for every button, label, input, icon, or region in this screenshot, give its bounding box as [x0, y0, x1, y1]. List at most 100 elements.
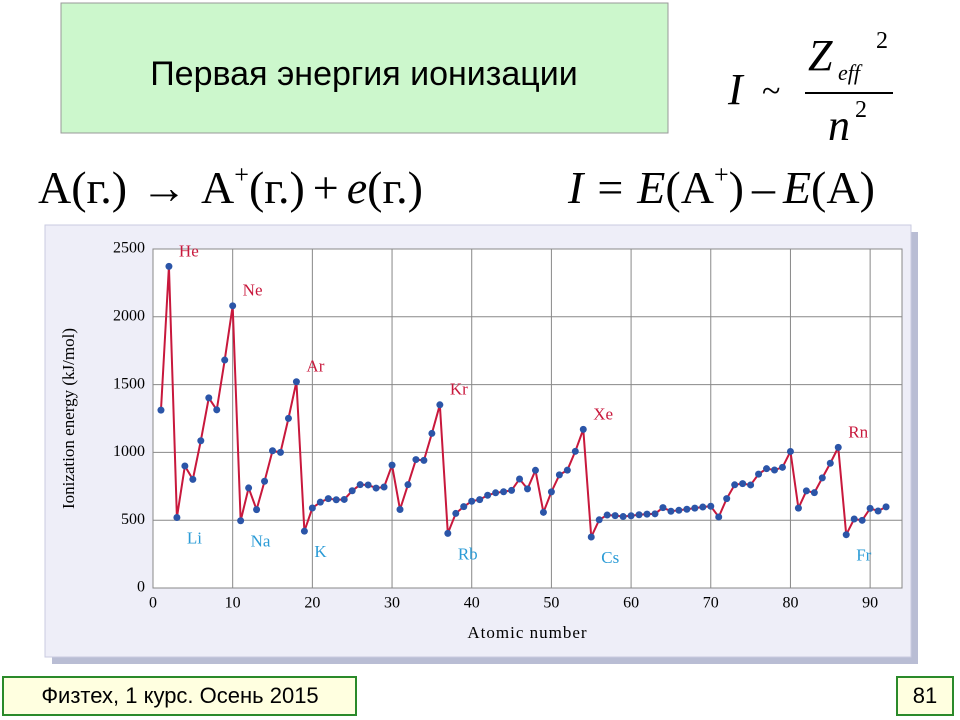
- data-point: [547, 488, 555, 496]
- data-point: [818, 474, 826, 482]
- data-point: [763, 465, 771, 473]
- data-point: [308, 504, 316, 512]
- data-point: [412, 456, 420, 464]
- formula-z: Z: [808, 31, 833, 80]
- data-point: [874, 507, 882, 515]
- data-point: [675, 506, 683, 514]
- data-point: [595, 516, 603, 524]
- annotation: Kr: [450, 380, 468, 399]
- data-point: [468, 497, 476, 505]
- data-point: [213, 406, 221, 414]
- x-tick-label: 50: [543, 595, 559, 612]
- data-point: [221, 356, 229, 364]
- data-point: [858, 516, 866, 524]
- data-point: [539, 508, 547, 516]
- data-point: [778, 463, 786, 471]
- data-point: [603, 511, 611, 519]
- data-point: [635, 511, 643, 519]
- slide-title: Первая энергия ионизации: [150, 55, 578, 93]
- data-point: [428, 429, 436, 437]
- data-point: [842, 531, 850, 539]
- eq-charge: +: [234, 160, 249, 189]
- data-point: [348, 487, 356, 495]
- data-point: [850, 515, 858, 523]
- data-point: [173, 513, 181, 521]
- data-point: [731, 481, 739, 489]
- x-axis-label: Atomic number: [467, 623, 587, 642]
- page-number-box: [896, 676, 954, 716]
- data-point: [707, 502, 715, 510]
- data-point: [739, 480, 747, 488]
- data-point: [563, 466, 571, 474]
- data-point: [197, 437, 205, 445]
- data-point: [699, 503, 707, 511]
- data-point: [292, 378, 300, 386]
- data-point: [555, 471, 563, 479]
- data-point: [715, 513, 723, 521]
- data-point: [579, 425, 587, 433]
- ionization-formula: I ~ Z eff 2 n 2: [727, 28, 893, 150]
- data-point: [619, 513, 627, 521]
- data-point: [181, 462, 189, 470]
- data-point: [300, 527, 308, 535]
- data-point: [643, 510, 651, 518]
- eq-electron: e: [347, 162, 367, 213]
- data-point: [189, 475, 197, 483]
- data-point: [245, 484, 253, 492]
- formula-z-power: 2: [876, 28, 888, 54]
- data-point: [420, 456, 428, 464]
- annotation: Na: [251, 532, 271, 551]
- data-point: [771, 466, 779, 474]
- data-point: [380, 483, 388, 491]
- data-point: [524, 485, 531, 493]
- data-point: [261, 477, 269, 485]
- x-tick-label: 70: [703, 595, 719, 612]
- eq-arrow: →: [141, 162, 187, 213]
- data-point: [436, 401, 444, 409]
- annotation: Rb: [458, 544, 478, 563]
- annotation: He: [179, 241, 199, 260]
- data-point: [324, 495, 332, 503]
- formula-lhs: I: [727, 65, 745, 114]
- eq-term: A: [201, 162, 234, 213]
- page-number: 81: [913, 683, 937, 708]
- x-tick-label: 40: [464, 595, 480, 612]
- y-tick-label: 1500: [113, 375, 145, 392]
- annotation: Cs: [601, 548, 619, 567]
- y-axis-label: Ionization energy (kJ/mol): [59, 328, 78, 509]
- x-tick-label: 10: [225, 595, 241, 612]
- data-point: [356, 481, 364, 489]
- data-point: [866, 504, 874, 512]
- data-point: [316, 498, 324, 506]
- x-tick-label: 20: [304, 595, 320, 612]
- data-point: [723, 495, 731, 503]
- eq-term: (г.): [367, 162, 423, 213]
- data-point: [229, 302, 237, 310]
- x-tick-label: 30: [384, 595, 400, 612]
- annotation: Ar: [306, 357, 324, 376]
- title-box: [60, 2, 669, 134]
- eq-term: I: [567, 162, 586, 213]
- data-point: [508, 486, 516, 494]
- data-point: [826, 459, 834, 467]
- data-point: [747, 481, 755, 489]
- data-point: [205, 394, 213, 402]
- data-point: [276, 448, 284, 456]
- footer-box: [2, 676, 357, 716]
- x-tick-label: 90: [862, 595, 878, 612]
- data-point: [587, 533, 595, 541]
- annotation: Li: [187, 528, 202, 547]
- annotation: K: [314, 542, 327, 561]
- data-point: [531, 466, 539, 474]
- eq-plus: +: [313, 162, 339, 213]
- data-point: [340, 495, 348, 503]
- equation-1: A(г.) → A+(г.) + e(г.): [38, 160, 423, 213]
- eq-term: E: [782, 162, 811, 213]
- data-point: [396, 505, 404, 513]
- y-tick-label: 500: [121, 511, 145, 528]
- eq-term: (A): [811, 162, 875, 213]
- x-tick-label: 60: [623, 595, 639, 612]
- data-point: [786, 447, 794, 455]
